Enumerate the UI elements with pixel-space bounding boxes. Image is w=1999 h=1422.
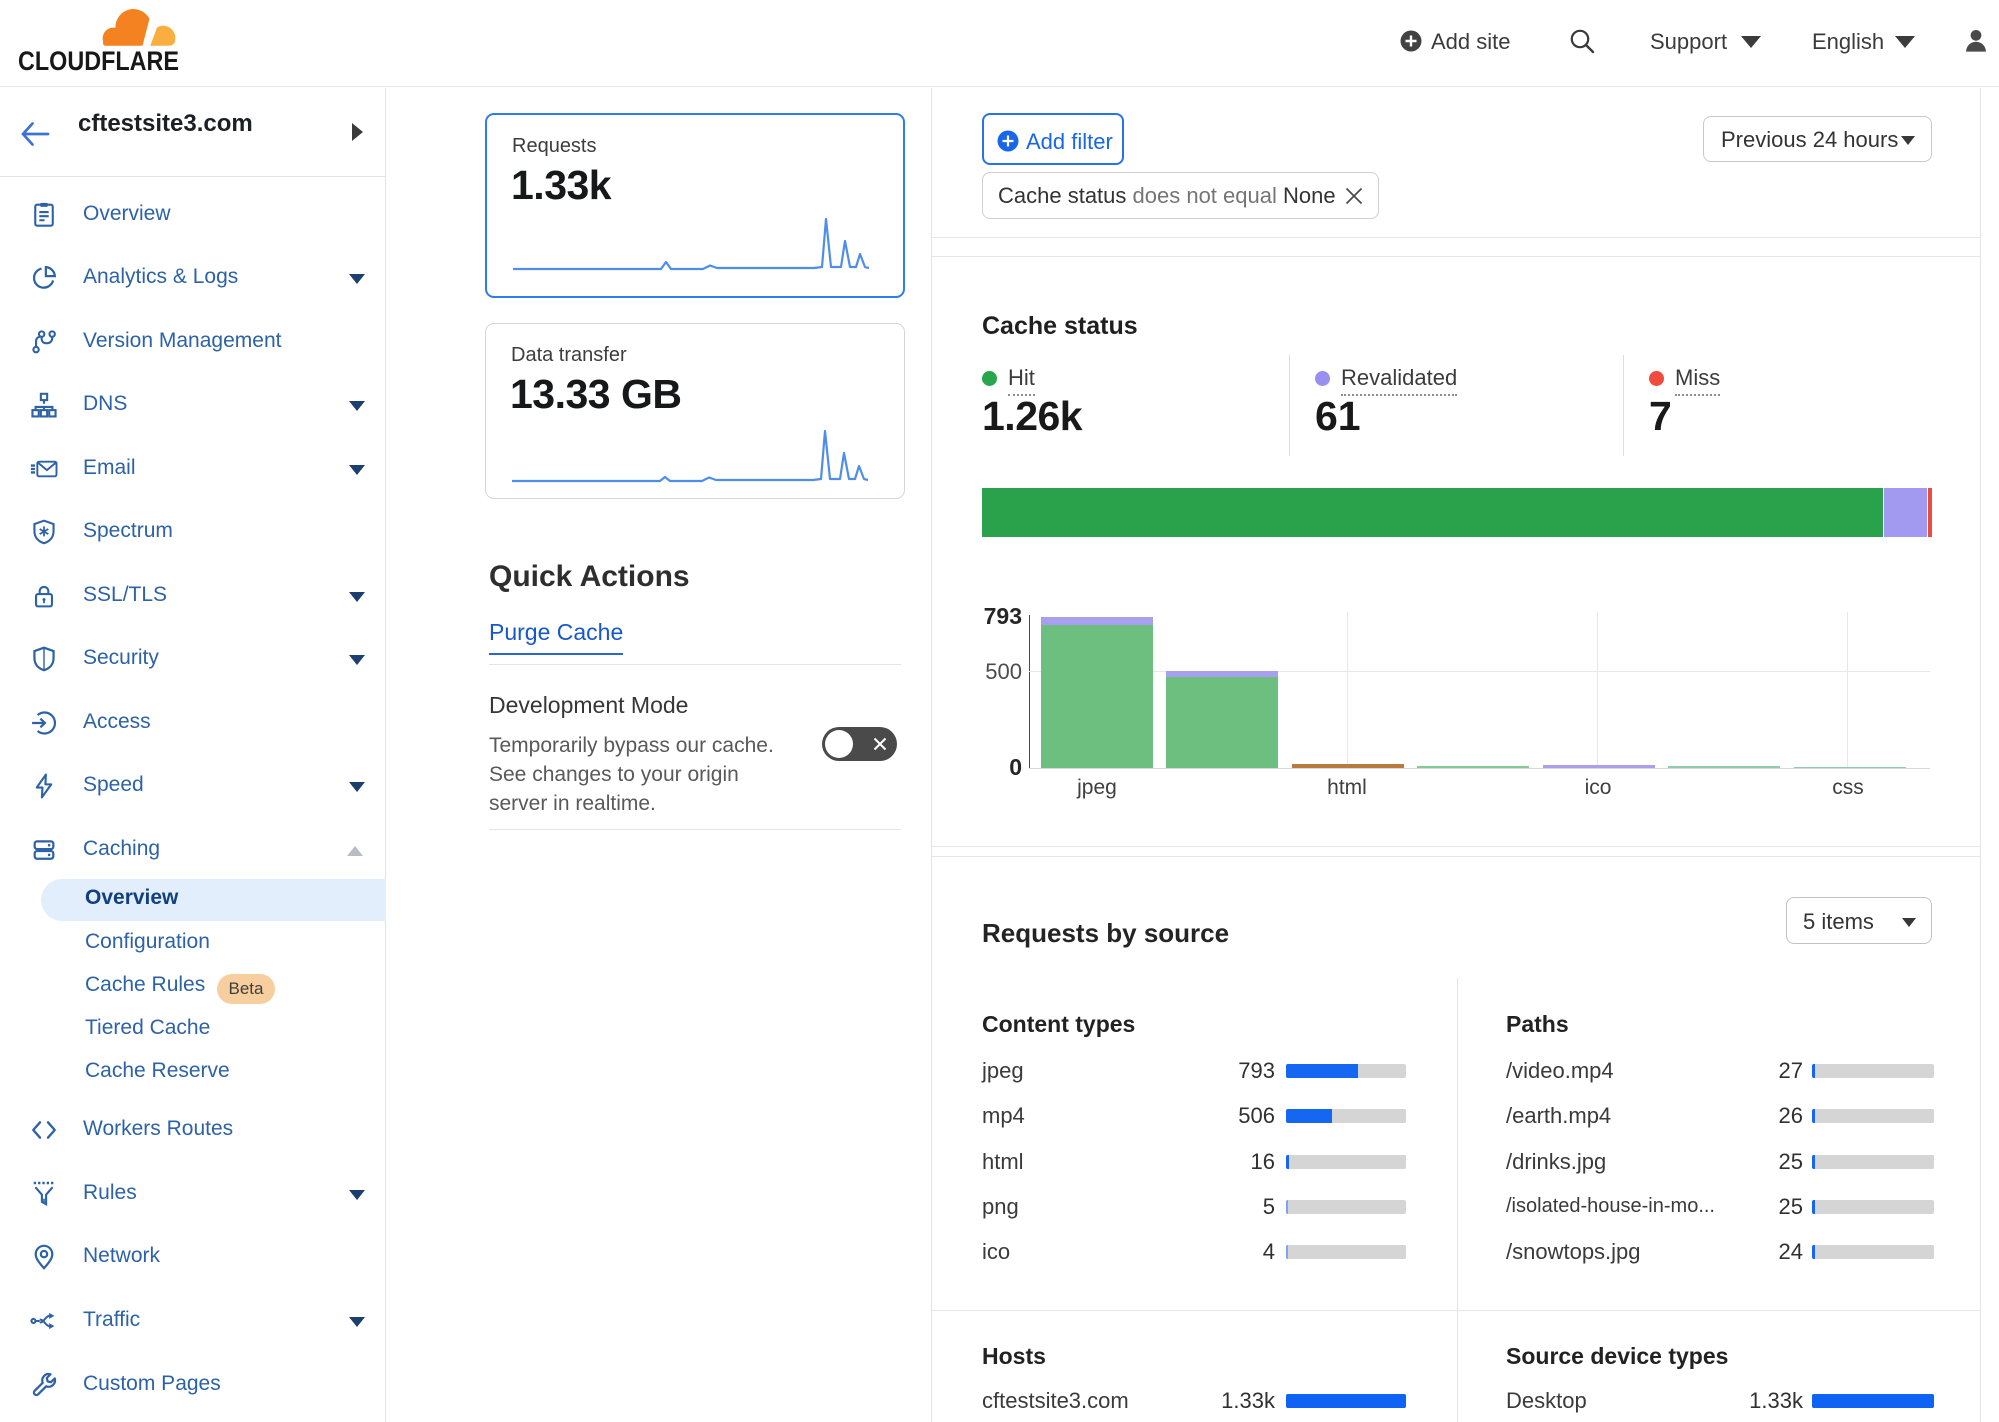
svg-text:CLOUDFLARE: CLOUDFLARE (18, 46, 179, 74)
